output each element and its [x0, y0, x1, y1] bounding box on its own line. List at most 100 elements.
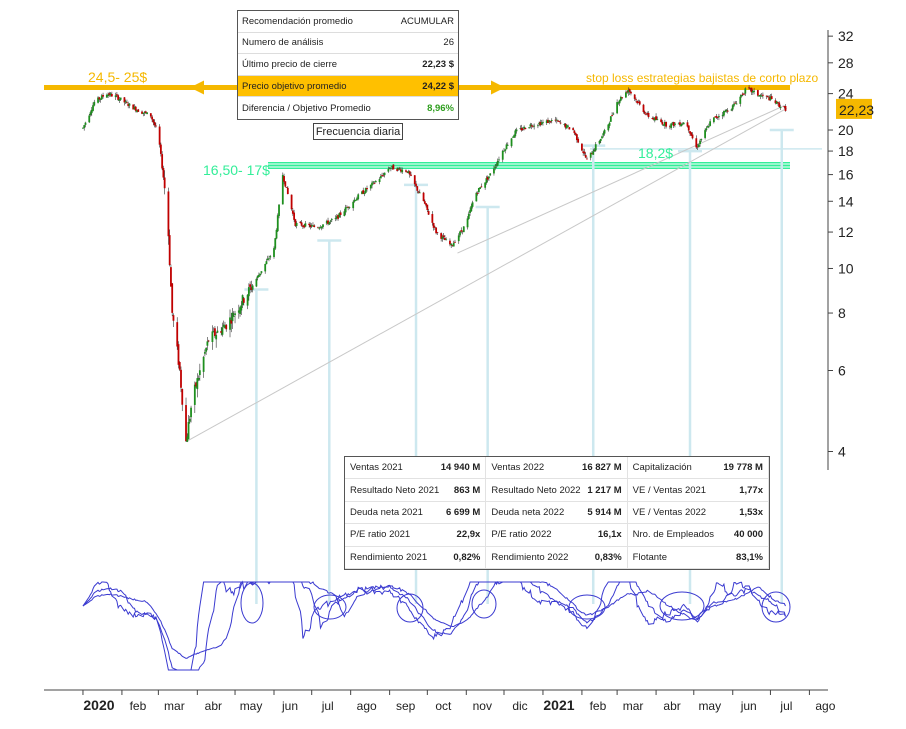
candle-body [495, 164, 498, 166]
candle-body [396, 168, 399, 171]
candle-body [690, 132, 693, 136]
candle-body [762, 94, 764, 96]
arrow-right-head [491, 80, 505, 95]
candle-body [488, 176, 490, 179]
candle-body [637, 102, 640, 103]
fundamental-value: 19 778 M [723, 462, 763, 474]
candle-body [672, 122, 675, 126]
candle-body [225, 324, 228, 330]
candle-body [767, 96, 769, 98]
candle-body [603, 130, 606, 134]
candle-body [449, 240, 451, 245]
fundamental-label: P/E ratio 2021 [350, 529, 411, 541]
candle-body [724, 111, 727, 113]
oscillator-line [82, 581, 786, 671]
candle-body [740, 94, 743, 97]
summary-value: 26 [443, 37, 454, 49]
candle-body [774, 100, 777, 104]
candle-body [373, 182, 376, 184]
candle-body [655, 116, 657, 120]
fundamental-cell: VE / Ventas 2021 1,77x [627, 479, 769, 502]
fundamental-label: Nro. de Empleados [632, 529, 714, 541]
candle-body [318, 227, 321, 229]
candle-body [627, 89, 630, 93]
y-tick-label: 6 [838, 363, 846, 379]
candle-body [559, 122, 562, 124]
oscillator-circle [240, 582, 264, 624]
candle-body [741, 93, 744, 95]
candle-body [387, 169, 390, 172]
candle-body [149, 113, 152, 117]
candle-body [363, 192, 366, 195]
candle-body [325, 220, 328, 224]
candle-body [718, 116, 720, 118]
candle-body [283, 176, 285, 182]
candle-body [753, 90, 756, 92]
candle-body [550, 120, 553, 121]
candle-body [444, 237, 446, 241]
candle-body [679, 122, 681, 126]
candle-body [152, 119, 155, 123]
summary-value: 8,96% [427, 102, 454, 114]
candle-body [133, 106, 136, 110]
candle-body [281, 175, 284, 205]
candle-body [617, 102, 620, 104]
candle-body [181, 388, 184, 405]
candle-body [445, 239, 448, 241]
fundamental-cell: P/E ratio 2021 22,9x [345, 524, 487, 547]
y-tick-label: 10 [838, 260, 854, 276]
fundamental-cell: Resultado Neto 2022 1 217 M [486, 479, 628, 502]
candle-body [408, 171, 411, 175]
x-tick-label: 2021 [543, 697, 574, 713]
y-tick-label: 32 [838, 28, 854, 44]
candle-body [652, 118, 655, 120]
candle-body [313, 225, 316, 228]
candle-body [599, 138, 602, 141]
candle-body [749, 88, 752, 89]
candle-body [364, 188, 367, 193]
candle-body [469, 210, 471, 213]
candle-body [533, 125, 536, 127]
candle-body [540, 122, 543, 125]
candle-body [293, 212, 296, 220]
candle-body [110, 94, 113, 97]
candle-body [143, 111, 146, 114]
candle-body [633, 94, 636, 99]
x-tick-label: nov [473, 699, 492, 713]
candle-body [124, 101, 127, 103]
last-price-label: 22,23 [839, 102, 874, 118]
candle-body [357, 194, 360, 200]
candle-body [625, 92, 627, 98]
candle-body [435, 227, 438, 234]
candle-body [320, 226, 323, 229]
candle-body [714, 116, 717, 118]
candle-body [635, 99, 637, 101]
candle-body [273, 248, 275, 257]
fundamental-value: 16 827 M [582, 462, 622, 474]
candle-body [636, 100, 639, 104]
candle-body [240, 305, 243, 311]
candle-body [206, 341, 209, 346]
x-tick-label: mar [164, 699, 185, 713]
candle-body [616, 102, 619, 114]
fundamental-value: 6 699 M [446, 506, 481, 518]
candle-body [100, 95, 103, 100]
candle-body [319, 227, 322, 229]
candle-body [221, 327, 224, 335]
candle-body [660, 119, 662, 122]
candle-body [312, 225, 314, 227]
candle-body [609, 116, 612, 122]
summary-label: Recomendación promedio [242, 15, 353, 27]
candle-body [397, 167, 400, 170]
candle-body [460, 230, 463, 232]
candle-body [229, 317, 231, 330]
candle-body [422, 192, 425, 202]
candle-body [328, 221, 331, 225]
candle-body [467, 213, 470, 219]
candle-body [779, 107, 782, 109]
candle-body [198, 370, 201, 376]
candle-body [783, 106, 786, 108]
candle-body [190, 407, 192, 418]
candle-body [401, 169, 404, 173]
candle-body [309, 224, 312, 228]
